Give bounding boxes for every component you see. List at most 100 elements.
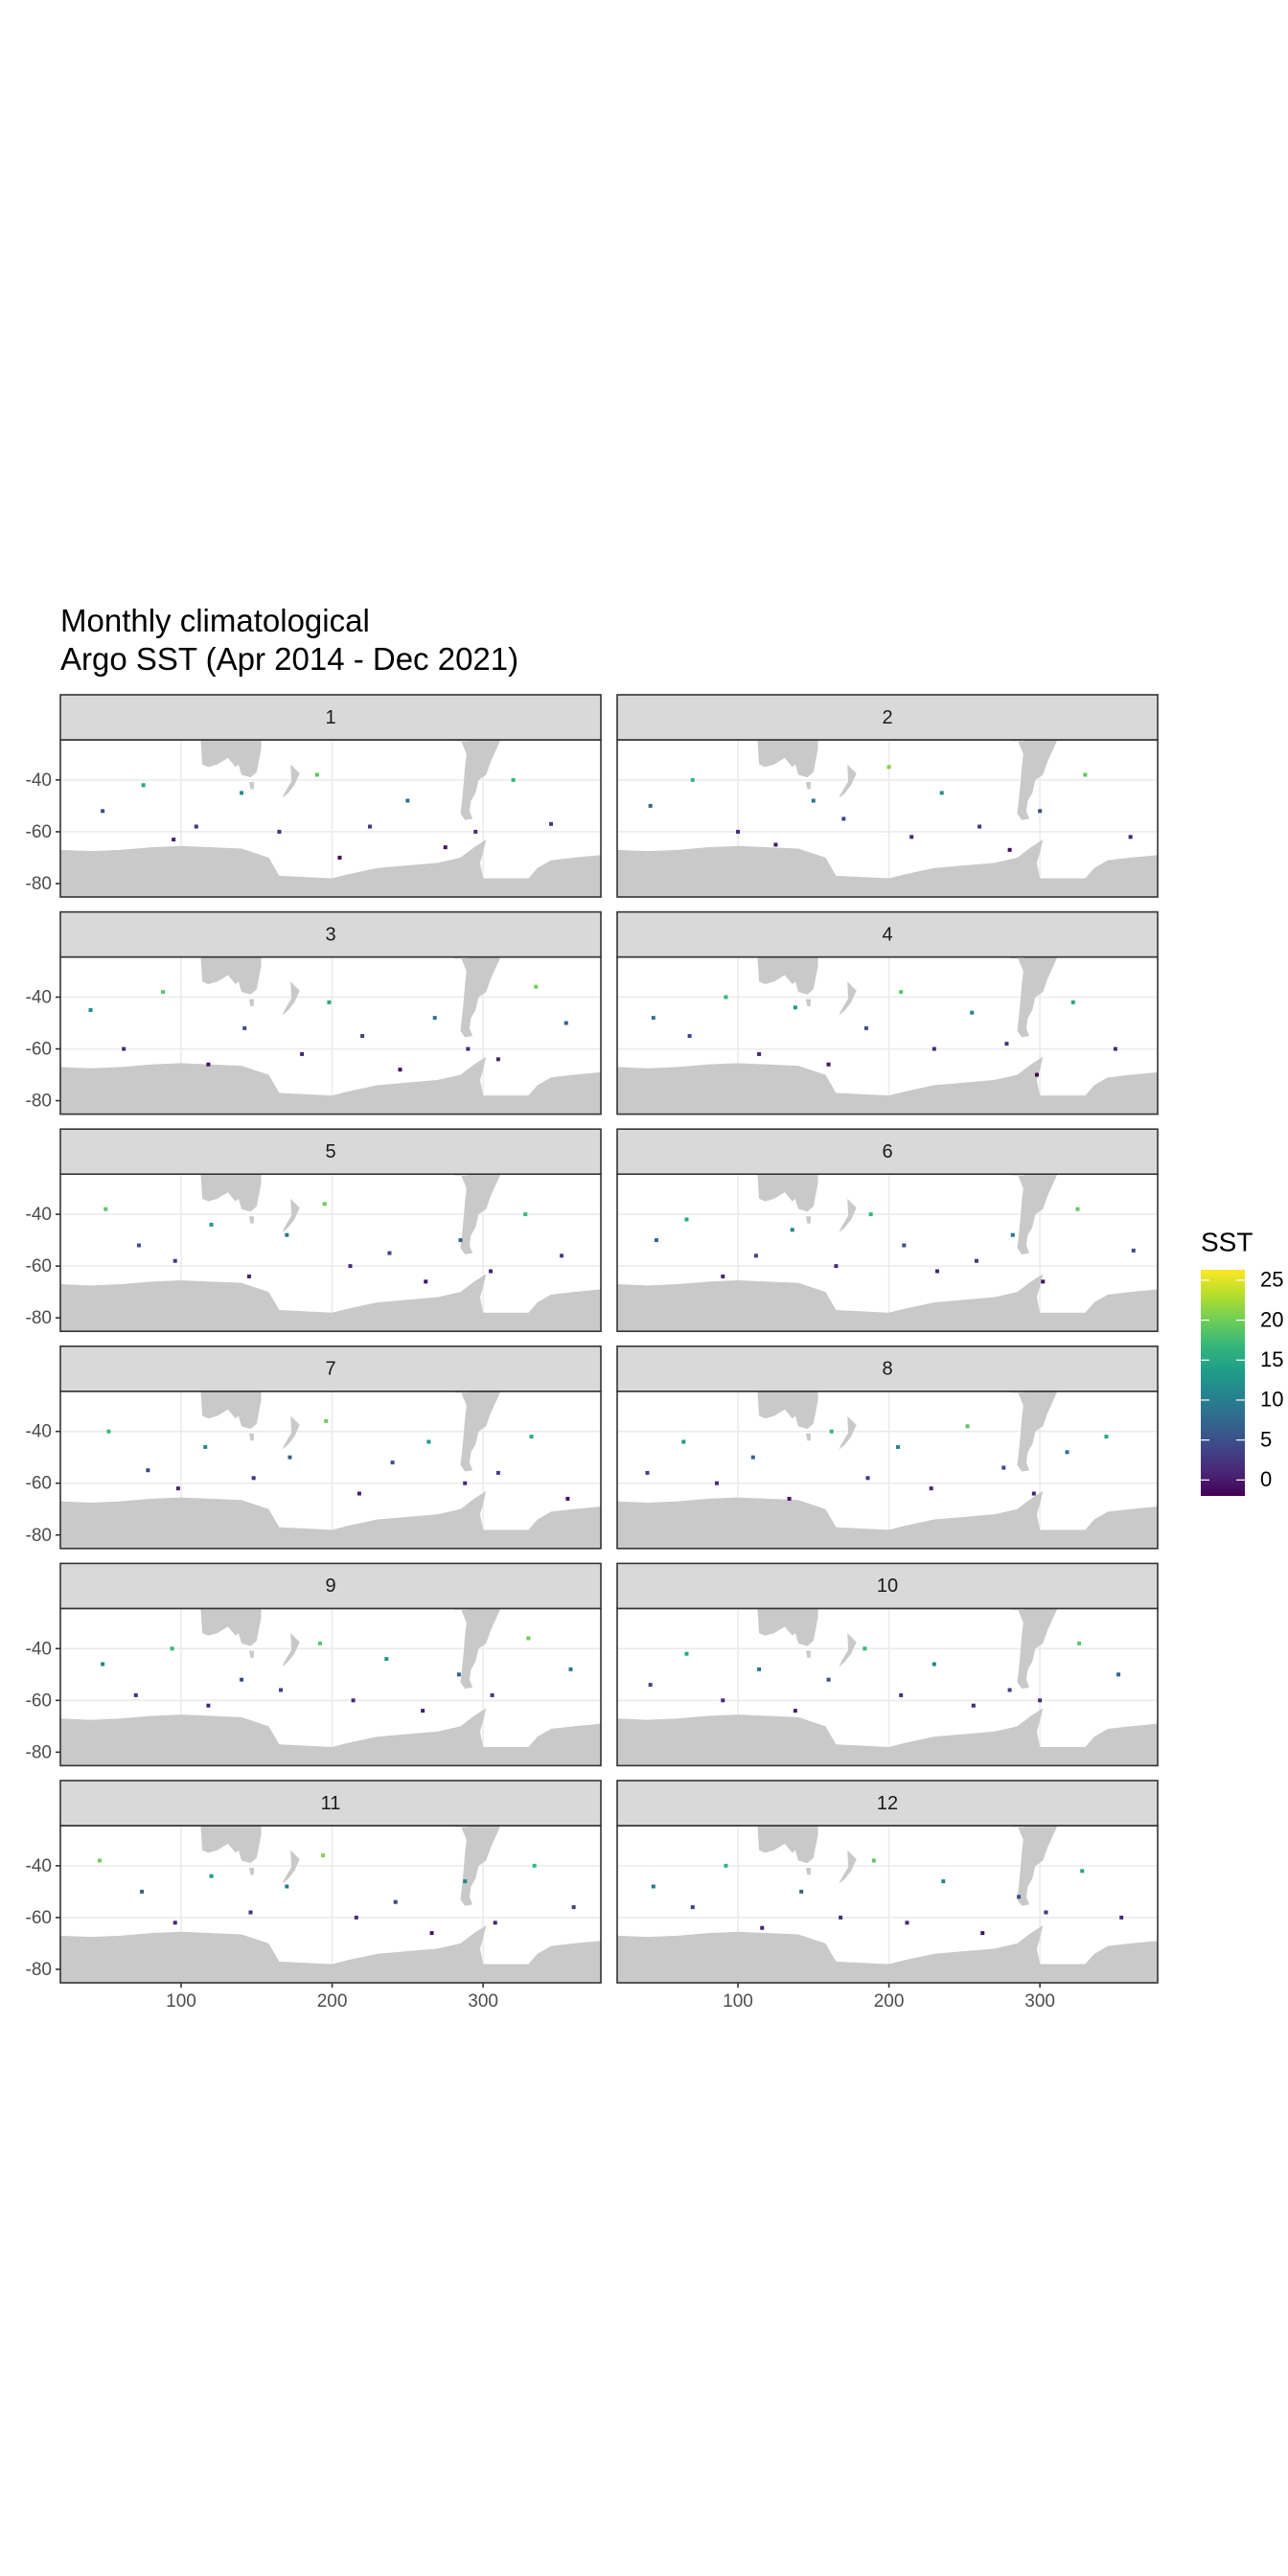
y-tick-label: -80 bbox=[26, 1526, 52, 1546]
strip bbox=[59, 910, 602, 958]
land bbox=[200, 1174, 262, 1212]
sst-point bbox=[978, 824, 982, 829]
sst-point bbox=[865, 1476, 870, 1481]
y-tick-label: -60 bbox=[26, 1908, 52, 1928]
sst-point bbox=[1131, 1248, 1136, 1253]
y-tick-label: -60 bbox=[26, 822, 52, 842]
sst-point bbox=[432, 1016, 437, 1021]
sst-point bbox=[934, 1269, 939, 1274]
sst-point bbox=[687, 1034, 692, 1039]
sst-point bbox=[826, 1062, 831, 1067]
sst-point bbox=[654, 1238, 658, 1243]
sst-point bbox=[240, 1677, 244, 1682]
map bbox=[617, 740, 1158, 897]
colorbar-label: 20 bbox=[1260, 1307, 1283, 1331]
sst-point bbox=[101, 1662, 105, 1667]
sst-point bbox=[529, 1435, 534, 1439]
land bbox=[757, 1608, 818, 1646]
sst-point bbox=[393, 1899, 398, 1904]
map bbox=[617, 956, 1158, 1115]
sst-point bbox=[1116, 1672, 1121, 1677]
sst-point bbox=[285, 1232, 289, 1237]
facet: 6 bbox=[616, 1128, 1159, 1332]
sst-point bbox=[463, 1481, 468, 1485]
sst-point bbox=[172, 1920, 177, 1925]
sst-point bbox=[106, 1429, 111, 1434]
land bbox=[200, 1391, 262, 1429]
sst-point bbox=[337, 855, 342, 860]
sst-point bbox=[1113, 1046, 1117, 1051]
sst-point bbox=[811, 798, 816, 803]
strip-label: 5 bbox=[325, 1141, 335, 1162]
sst-point bbox=[321, 1853, 326, 1858]
strip-label: 6 bbox=[882, 1141, 892, 1162]
sst-point bbox=[736, 829, 741, 834]
sst-point bbox=[724, 995, 728, 1000]
strip bbox=[59, 1128, 602, 1175]
sst-point bbox=[133, 1692, 138, 1697]
sst-point bbox=[317, 1641, 322, 1645]
sst-point bbox=[390, 1460, 395, 1465]
sst-point bbox=[88, 1007, 93, 1012]
sst-point bbox=[970, 1010, 975, 1015]
facet: 9 -40 -60 -80 bbox=[26, 1562, 602, 1767]
land bbox=[282, 1198, 300, 1232]
land bbox=[248, 1650, 255, 1659]
sst-point bbox=[690, 777, 695, 782]
strip-label: 1 bbox=[325, 707, 335, 728]
sst-point bbox=[1010, 1232, 1015, 1237]
facet: 7 -40 -60 -80 bbox=[26, 1346, 602, 1550]
land bbox=[839, 981, 857, 1016]
sst-point bbox=[172, 838, 176, 842]
sst-point bbox=[684, 1651, 689, 1656]
land bbox=[200, 740, 262, 778]
sst-point bbox=[1119, 1915, 1124, 1920]
sst-point bbox=[206, 1703, 211, 1708]
land bbox=[248, 1433, 255, 1441]
sst-point bbox=[1004, 1042, 1009, 1046]
sst-point bbox=[140, 1889, 145, 1894]
map bbox=[617, 1391, 1158, 1549]
land bbox=[617, 1490, 1158, 1549]
sst-point bbox=[463, 1879, 468, 1884]
sst-point bbox=[909, 835, 914, 840]
land bbox=[757, 1826, 818, 1864]
strip-label: 9 bbox=[325, 1576, 335, 1597]
sst-point bbox=[300, 1051, 305, 1056]
colorbar-label: 25 bbox=[1260, 1268, 1283, 1292]
sst-point bbox=[799, 1889, 804, 1894]
x-tick-label: 300 bbox=[468, 1991, 498, 2012]
sst-point bbox=[929, 1486, 933, 1491]
land bbox=[1010, 740, 1058, 820]
sst-point bbox=[421, 1709, 426, 1714]
map bbox=[60, 1826, 601, 1983]
land bbox=[248, 999, 255, 1007]
sst-point bbox=[348, 1264, 353, 1269]
sst-point bbox=[242, 1025, 247, 1030]
colorbar-label: 15 bbox=[1260, 1347, 1283, 1371]
sst-point bbox=[932, 1662, 936, 1667]
land bbox=[453, 956, 501, 1038]
sst-point bbox=[965, 1424, 970, 1429]
sst-point bbox=[690, 1905, 695, 1910]
colorbar bbox=[1201, 1270, 1245, 1496]
sst-point bbox=[488, 1269, 493, 1274]
land bbox=[60, 1274, 601, 1332]
facet: 1 -40 -60 -80 bbox=[26, 694, 602, 898]
sst-point bbox=[829, 1429, 834, 1434]
sst-point bbox=[354, 1915, 358, 1920]
facet: 4 bbox=[616, 910, 1159, 1116]
sst-point bbox=[206, 1062, 211, 1067]
sst-point bbox=[1038, 1698, 1043, 1703]
sst-point bbox=[863, 1025, 868, 1030]
sst-point bbox=[645, 1470, 650, 1475]
chart-title: Monthly climatological Argo SST (Apr 201… bbox=[60, 603, 519, 677]
sst-point bbox=[327, 1000, 332, 1004]
sst-point bbox=[980, 1931, 985, 1936]
land bbox=[805, 1650, 812, 1659]
sst-point bbox=[899, 1692, 904, 1697]
sst-point bbox=[387, 1251, 392, 1255]
x-tick-label: 100 bbox=[723, 1991, 753, 2012]
sst-point bbox=[456, 1672, 461, 1677]
sst-point bbox=[136, 1243, 141, 1248]
